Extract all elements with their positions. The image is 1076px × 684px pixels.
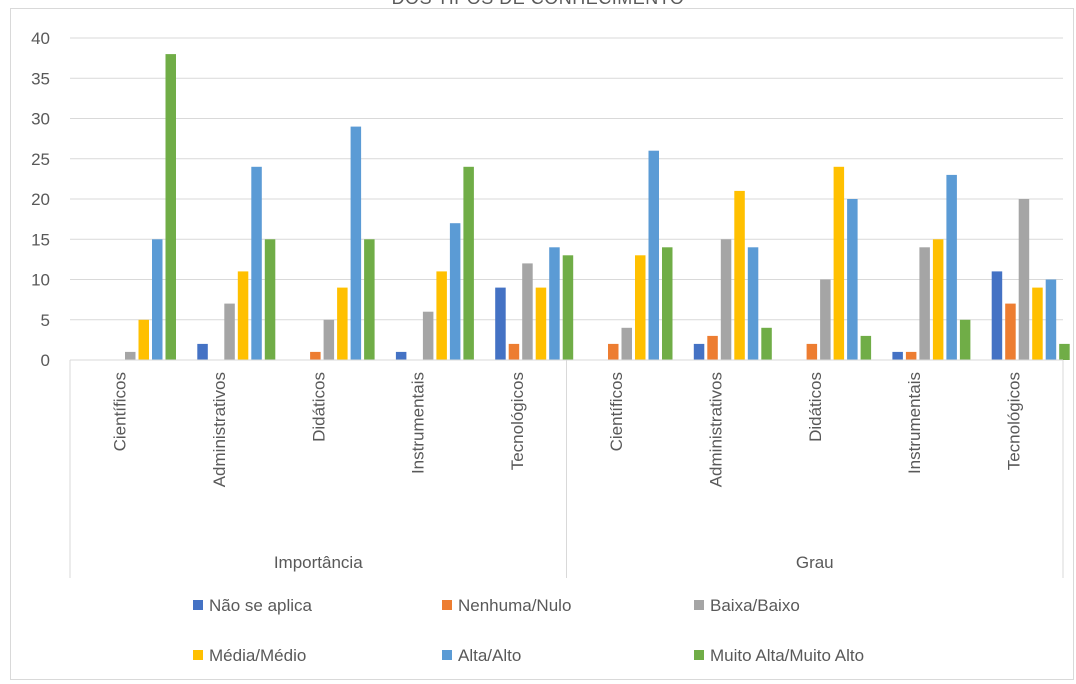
bar — [508, 343, 520, 360]
bar — [125, 351, 136, 360]
legend-label: Muito Alta/Muito Alto — [710, 646, 864, 665]
category-label: Instrumentais — [409, 372, 428, 474]
bar — [337, 287, 348, 360]
bar — [919, 247, 930, 360]
category-labels: Científicos Administrativos Didáticos Instr… — [111, 372, 1024, 572]
bar — [847, 199, 858, 360]
bar — [522, 263, 533, 360]
legend-swatch — [442, 600, 452, 610]
bar — [648, 150, 659, 360]
chart-title: DOS TIPOS DE CONHECIMENTO — [0, 0, 1076, 9]
bar — [946, 174, 957, 360]
bar — [892, 351, 903, 360]
bar — [693, 343, 705, 360]
bar — [138, 319, 149, 361]
bar — [224, 303, 235, 360]
bar — [707, 335, 718, 360]
bar — [364, 239, 375, 361]
legend-label: Nenhuma/Nulo — [458, 596, 571, 615]
bar — [806, 343, 818, 360]
bar — [237, 271, 249, 360]
category-label: Administrativos — [706, 372, 725, 487]
bar — [562, 255, 574, 360]
category-label: Didáticos — [806, 372, 825, 442]
y-tick-label: 40 — [31, 29, 50, 48]
bar — [1032, 287, 1043, 360]
bar — [449, 223, 461, 360]
legend-label: Média/Médio — [209, 646, 306, 665]
category-label: Tecnológicos — [1004, 372, 1023, 470]
y-tick-label: 5 — [41, 311, 50, 330]
bar — [833, 166, 845, 360]
bar — [1018, 199, 1030, 360]
bar — [959, 319, 971, 361]
bar — [323, 319, 335, 361]
bar — [165, 54, 176, 360]
bar — [350, 126, 362, 360]
category-label: Científicos — [111, 372, 130, 451]
category-label: Administrativos — [210, 372, 229, 487]
bar — [608, 343, 619, 360]
group-label: Grau — [796, 553, 834, 572]
legend-swatch — [193, 650, 203, 660]
bar — [436, 271, 447, 360]
y-tick-label: 20 — [31, 190, 50, 209]
bar — [152, 239, 163, 361]
bar — [991, 271, 1003, 360]
bar — [720, 239, 732, 361]
y-tick-label: 25 — [31, 150, 50, 169]
bar — [197, 343, 208, 360]
legend-swatch — [694, 650, 704, 660]
bar — [734, 190, 745, 360]
bar — [635, 255, 646, 360]
y-tick-label: 30 — [31, 110, 50, 129]
bar — [761, 327, 772, 360]
bar — [495, 287, 506, 360]
legend-label: Baixa/Baixo — [710, 596, 800, 615]
bar — [747, 247, 759, 360]
legend-swatch — [442, 650, 452, 660]
legend-label: Não se aplica — [209, 596, 313, 615]
bar — [860, 335, 872, 360]
y-tick-label: 15 — [31, 230, 50, 249]
bar — [905, 351, 917, 360]
category-label: Instrumentais — [905, 372, 924, 474]
bar — [932, 239, 944, 361]
bar — [395, 351, 407, 360]
y-tick-label: 10 — [31, 271, 50, 290]
bar — [1005, 303, 1016, 360]
category-label: Didáticos — [309, 372, 328, 442]
legend: Não se aplica Nenhuma/Nulo Baixa/Baixo Médi… — [193, 596, 864, 665]
bar — [251, 166, 262, 360]
bar — [1059, 343, 1070, 360]
bar — [422, 311, 434, 360]
legend-label: Alta/Alto — [458, 646, 521, 665]
legend-swatch — [193, 600, 203, 610]
group-label: Importância — [274, 553, 363, 572]
bar — [310, 351, 321, 360]
y-tick-label: 0 — [41, 351, 50, 370]
bar — [549, 247, 560, 360]
bar — [463, 166, 474, 360]
bar — [662, 247, 673, 360]
bar — [535, 287, 547, 360]
category-label: Científicos — [607, 372, 626, 451]
bars — [125, 54, 1070, 361]
y-tick-label: 35 — [31, 69, 50, 88]
category-label: Tecnológicos — [508, 372, 527, 470]
bar — [1045, 279, 1057, 360]
bar — [621, 327, 632, 360]
legend-swatch — [694, 600, 704, 610]
bar — [264, 239, 276, 361]
axes: 0 5 10 15 20 25 30 35 40 — [31, 29, 1064, 578]
bar — [820, 279, 831, 360]
